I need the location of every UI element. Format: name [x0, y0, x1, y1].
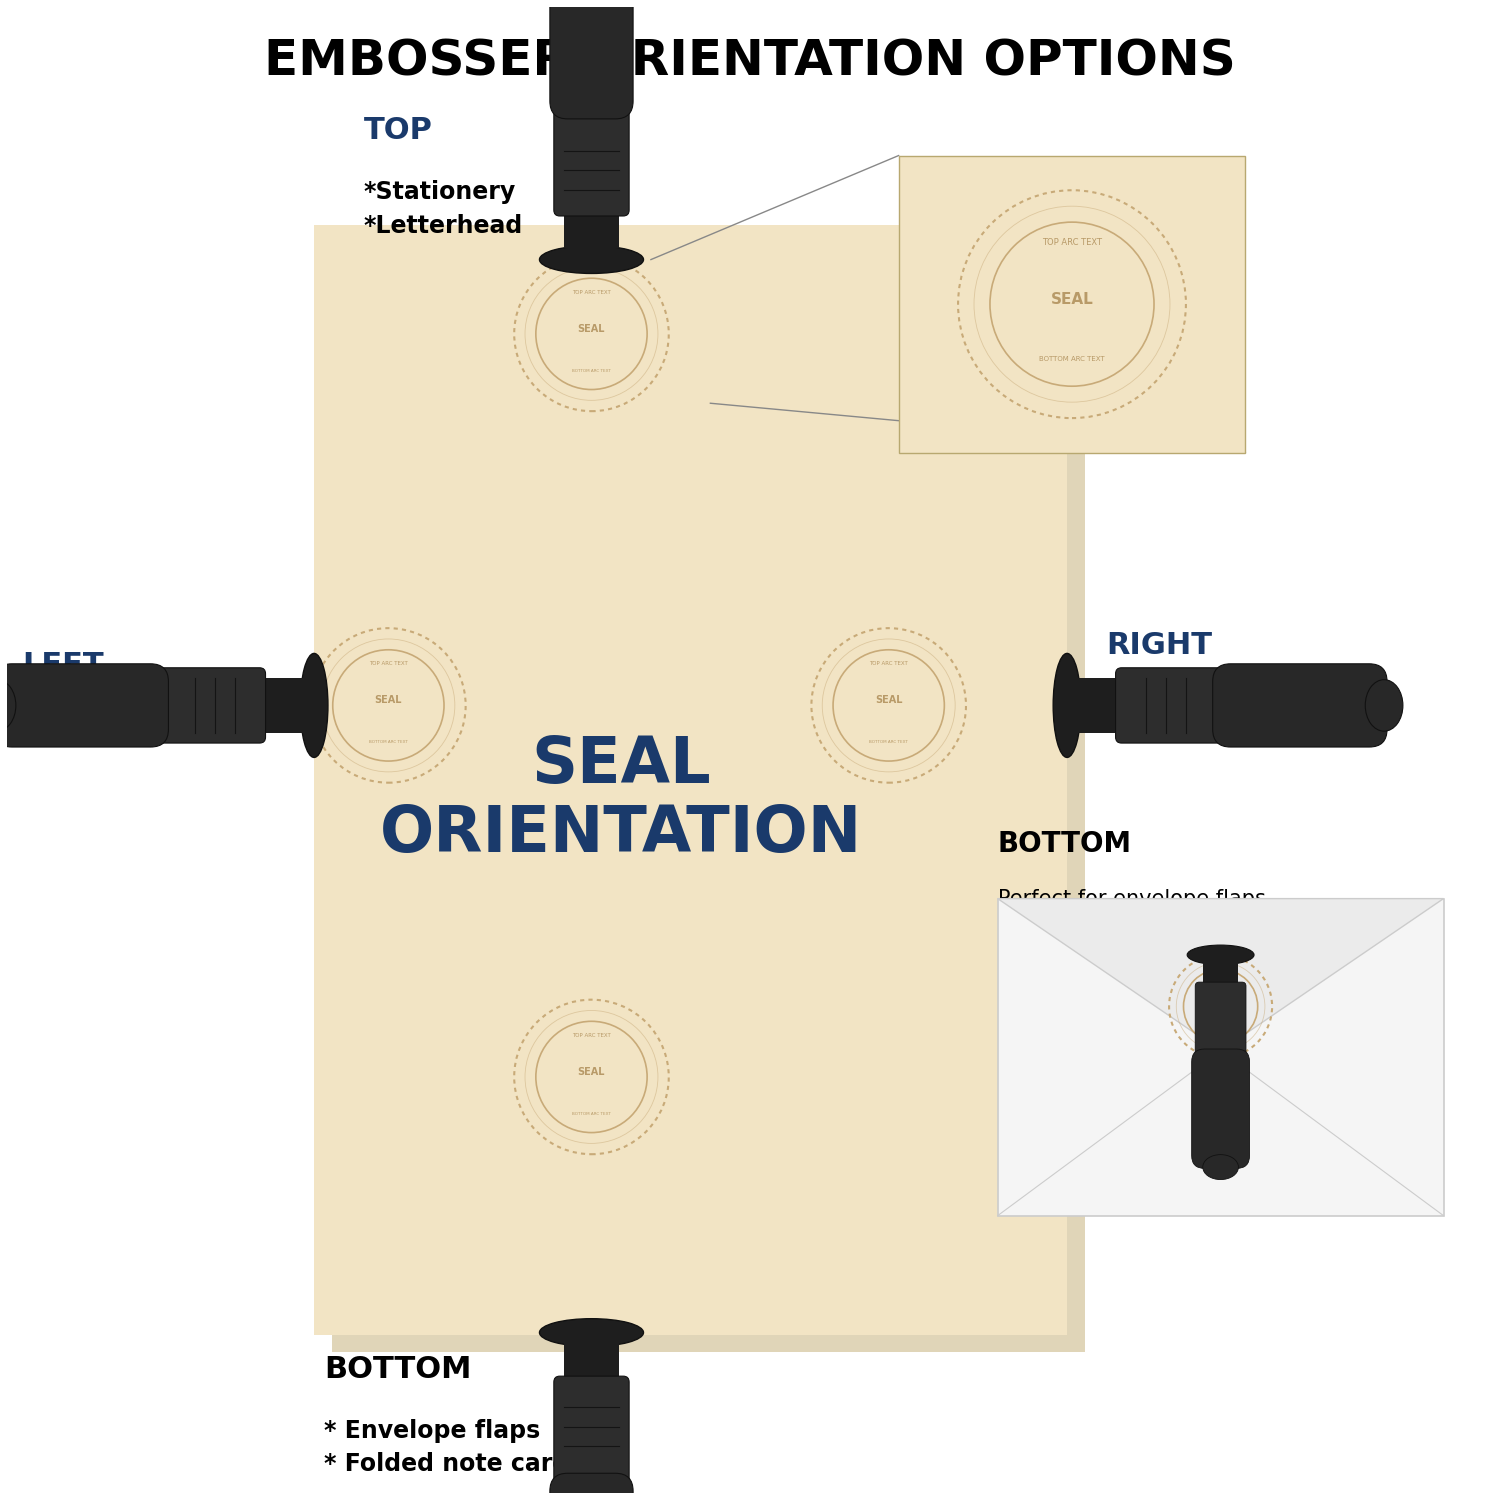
Ellipse shape [0, 680, 16, 730]
FancyBboxPatch shape [332, 243, 1084, 1353]
Text: TOP ARC TEXT: TOP ARC TEXT [572, 290, 610, 294]
Text: TOP ARC TEXT: TOP ARC TEXT [1206, 976, 1236, 981]
FancyBboxPatch shape [564, 202, 620, 248]
Ellipse shape [1053, 654, 1082, 758]
Text: EMBOSSER ORIENTATION OPTIONS: EMBOSSER ORIENTATION OPTIONS [264, 38, 1236, 86]
Text: BOTTOM ARC TEXT: BOTTOM ARC TEXT [369, 741, 408, 744]
Text: * Book page: * Book page [1107, 678, 1268, 702]
Text: SEAL: SEAL [874, 696, 903, 705]
Ellipse shape [1186, 945, 1254, 964]
FancyBboxPatch shape [1212, 664, 1388, 747]
FancyBboxPatch shape [550, 0, 633, 118]
FancyBboxPatch shape [0, 664, 168, 747]
FancyBboxPatch shape [1196, 982, 1246, 1062]
FancyBboxPatch shape [144, 668, 266, 742]
Text: BOTTOM ARC TEXT: BOTTOM ARC TEXT [870, 741, 907, 744]
Text: * Envelope flaps
* Folded note cards: * Envelope flaps * Folded note cards [324, 1419, 584, 1476]
Ellipse shape [1203, 1155, 1239, 1179]
Text: SEAL: SEAL [1050, 291, 1094, 306]
Text: BOTTOM: BOTTOM [324, 1354, 471, 1383]
FancyBboxPatch shape [1203, 960, 1239, 988]
FancyBboxPatch shape [998, 898, 1443, 1215]
FancyBboxPatch shape [564, 1342, 620, 1388]
FancyBboxPatch shape [898, 156, 1245, 453]
Text: SEAL: SEAL [578, 324, 604, 334]
Text: TOP ARC TEXT: TOP ARC TEXT [572, 1034, 610, 1038]
Text: TOP ARC TEXT: TOP ARC TEXT [1042, 238, 1102, 248]
Text: TOP: TOP [363, 117, 432, 146]
Text: RIGHT: RIGHT [1107, 632, 1212, 660]
Text: BOTTOM: BOTTOM [998, 830, 1132, 858]
Ellipse shape [540, 1318, 644, 1347]
Ellipse shape [1365, 680, 1402, 730]
Text: TOP ARC TEXT: TOP ARC TEXT [870, 662, 907, 666]
Text: BOTTOM ARC TEXT: BOTTOM ARC TEXT [1040, 356, 1106, 362]
FancyBboxPatch shape [314, 225, 1066, 1335]
Text: LEFT: LEFT [22, 651, 104, 681]
Polygon shape [998, 898, 1443, 1052]
Text: BOTTOM ARC TEXT: BOTTOM ARC TEXT [572, 369, 610, 374]
FancyBboxPatch shape [1077, 678, 1122, 734]
Text: *Not Common: *Not Common [22, 693, 206, 717]
FancyBboxPatch shape [554, 94, 628, 216]
FancyBboxPatch shape [1191, 1048, 1250, 1168]
FancyBboxPatch shape [550, 1473, 633, 1500]
FancyBboxPatch shape [554, 1376, 628, 1497]
FancyBboxPatch shape [1116, 668, 1236, 742]
Text: Perfect for envelope flaps
or bottom of page seals: Perfect for envelope flaps or bottom of … [998, 888, 1266, 934]
Text: SEAL: SEAL [375, 696, 402, 705]
Text: SEAL: SEAL [1210, 999, 1230, 1005]
Text: SEAL
ORIENTATION: SEAL ORIENTATION [380, 734, 862, 866]
Ellipse shape [300, 654, 328, 758]
Text: BOTTOM ARC TEXT: BOTTOM ARC TEXT [1202, 1029, 1240, 1033]
Text: BOTTOM ARC TEXT: BOTTOM ARC TEXT [572, 1112, 610, 1116]
Text: SEAL: SEAL [578, 1066, 604, 1077]
Text: *Stationery
*Letterhead: *Stationery *Letterhead [363, 180, 524, 238]
FancyBboxPatch shape [260, 678, 305, 734]
Ellipse shape [540, 246, 644, 273]
Text: TOP ARC TEXT: TOP ARC TEXT [369, 662, 408, 666]
